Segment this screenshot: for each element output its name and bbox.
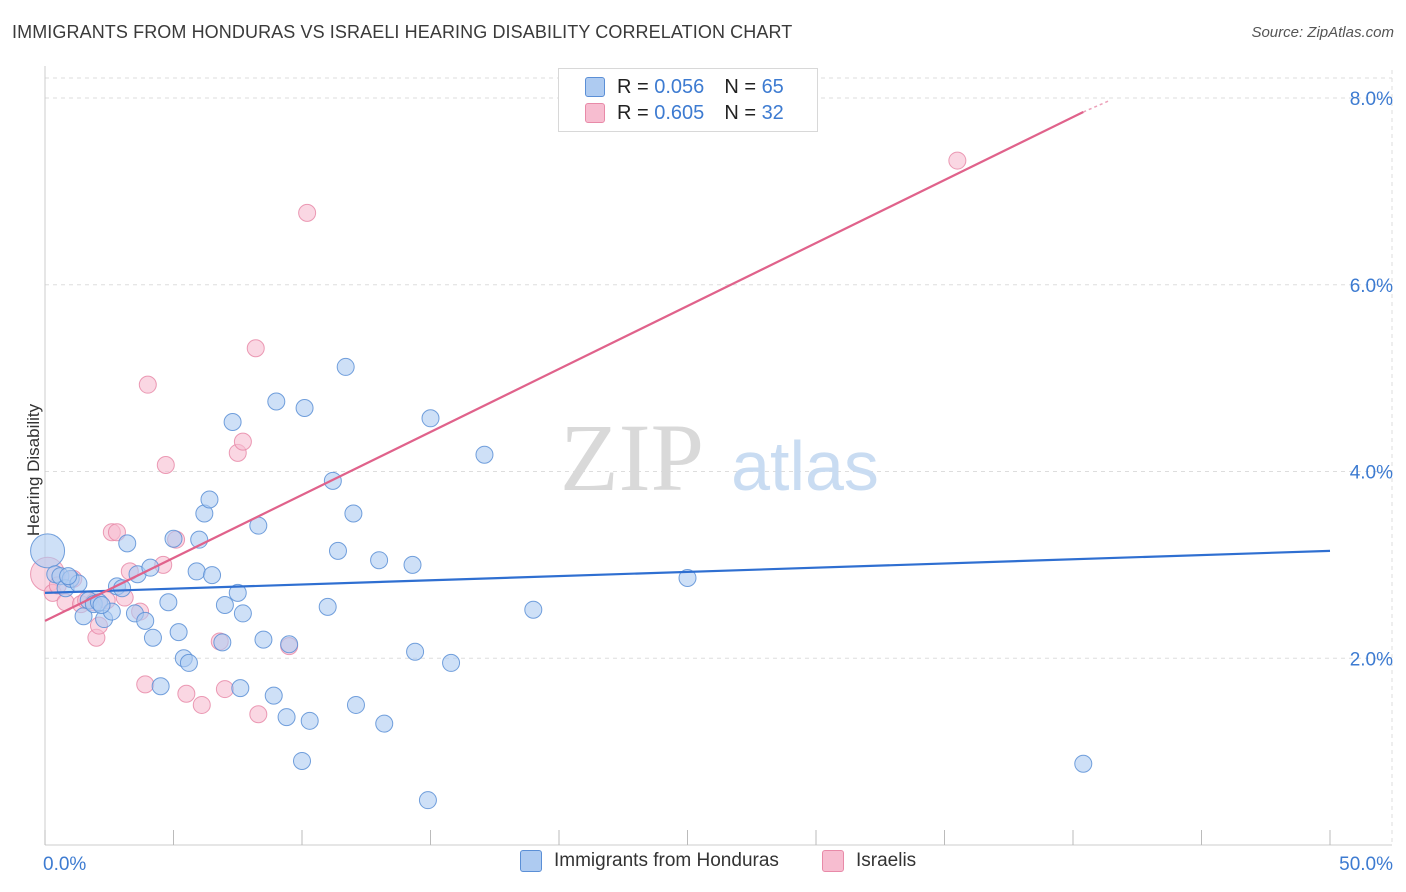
y-axis-label: Hearing Disability — [24, 403, 43, 537]
data-point — [151, 677, 170, 696]
data-point — [300, 711, 319, 730]
correlation-legend: R = 0.056 N = 65 R = 0.605 N = 32 — [558, 68, 818, 132]
trend-lines — [44, 100, 1331, 622]
grid — [45, 70, 1393, 845]
bottom-legend-label: Israelis — [856, 850, 917, 871]
bottom-legend-israelis: Israelis — [822, 850, 916, 872]
data-point — [143, 628, 162, 647]
trend-line-blue — [44, 549, 1331, 594]
data-point — [213, 633, 232, 652]
data-point — [136, 675, 155, 694]
bottom-legend-swatch-pink — [822, 850, 844, 872]
data-point — [169, 623, 188, 642]
x-tick-label-min: 0.0% — [43, 854, 86, 875]
watermark: ZIP atlas — [560, 404, 879, 511]
data-point — [179, 653, 198, 672]
legend-row-honduras: R = 0.056 N = 65 — [585, 75, 784, 99]
data-point — [254, 630, 273, 649]
data-point — [336, 357, 355, 376]
data-point — [678, 568, 697, 587]
legend-row-israelis: R = 0.605 N = 32 — [585, 101, 784, 125]
legend-n-label: N = — [724, 75, 756, 98]
data-point — [293, 751, 311, 770]
data-point — [375, 714, 394, 733]
data-point — [328, 541, 347, 560]
data-point — [59, 567, 78, 586]
data-point — [246, 339, 265, 358]
data-point — [403, 555, 422, 574]
source-credit: Source: ZipAtlas.com — [1251, 24, 1394, 41]
data-point — [370, 551, 389, 570]
data-point — [475, 445, 494, 464]
legend-n-value: 32 — [761, 101, 784, 124]
y-tick-label: 8.0% — [1350, 89, 1393, 110]
data-point — [298, 203, 317, 222]
data-point — [156, 455, 175, 474]
data-point — [280, 635, 299, 654]
legend-r-label: R = — [617, 101, 649, 124]
trend-line-pink-extension — [1082, 100, 1110, 113]
data-point — [107, 523, 126, 542]
series-honduras — [30, 357, 1093, 810]
data-point — [346, 695, 365, 714]
bottom-legend-swatch-blue — [520, 850, 542, 872]
data-point — [524, 600, 543, 619]
data-point — [233, 432, 252, 451]
data-point — [118, 534, 137, 553]
y-tick-label: 2.0% — [1350, 649, 1393, 670]
x-tick-label-max: 50.0% — [1339, 854, 1393, 875]
data-point — [177, 684, 196, 703]
trend-line-pink — [44, 111, 1084, 622]
y-tick-label: 6.0% — [1350, 276, 1393, 297]
data-point — [136, 611, 155, 630]
bottom-legend-honduras: Immigrants from Honduras — [520, 850, 779, 872]
data-point — [187, 562, 206, 581]
data-point — [267, 392, 286, 411]
axes — [44, 66, 1392, 846]
legend-r-value: 0.605 — [654, 101, 705, 124]
data-point — [264, 686, 283, 705]
data-point — [228, 583, 247, 602]
data-point — [421, 409, 440, 428]
legend-r-value: 0.056 — [654, 75, 705, 98]
data-point — [92, 596, 111, 615]
watermark-zip: ZIP — [560, 404, 704, 511]
data-point — [223, 413, 242, 432]
watermark-atlas: atlas — [731, 427, 879, 505]
y-tick-label: 4.0% — [1350, 463, 1393, 484]
data-point — [318, 597, 337, 616]
data-point — [164, 529, 183, 548]
data-point — [277, 708, 296, 727]
data-point — [406, 642, 425, 661]
data-point — [215, 596, 234, 615]
data-point — [418, 791, 437, 810]
data-point — [215, 680, 234, 699]
data-point — [1074, 754, 1093, 773]
data-point — [138, 375, 157, 394]
data-point — [141, 558, 160, 577]
data-point — [295, 399, 314, 418]
data-point — [159, 593, 178, 612]
chart-title: IMMIGRANTS FROM HONDURAS VS ISRAELI HEAR… — [12, 22, 793, 42]
bottom-legend-label: Immigrants from Honduras — [554, 850, 779, 871]
data-point — [200, 490, 219, 509]
legend-swatch-blue — [585, 77, 605, 97]
data-point — [948, 151, 967, 170]
data-point — [231, 679, 250, 698]
data-point — [233, 604, 252, 623]
legend-n-label: N = — [724, 101, 756, 124]
tick-labels: 2.0% 4.0% 6.0% 8.0% 0.0% 50.0% — [43, 89, 1393, 875]
legend-n-value: 65 — [761, 75, 784, 98]
data-point — [344, 504, 363, 523]
legend-swatch-pink — [585, 103, 605, 123]
data-point — [442, 653, 461, 672]
data-point — [192, 695, 211, 714]
data-point — [203, 566, 222, 585]
data-point — [249, 705, 268, 724]
legend-r-label: R = — [617, 75, 649, 98]
data-point — [30, 533, 66, 569]
